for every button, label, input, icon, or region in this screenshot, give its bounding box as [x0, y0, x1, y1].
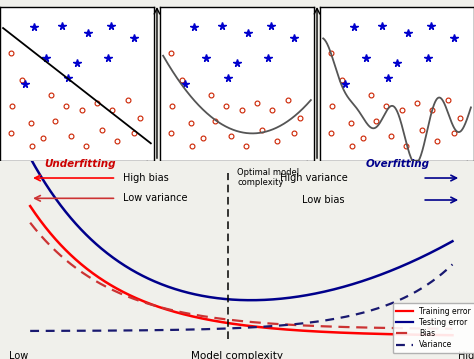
Text: Low bias: Low bias	[301, 195, 344, 205]
Text: High: High	[458, 350, 474, 359]
Text: High variance: High variance	[280, 173, 348, 183]
Text: Overfitting: Overfitting	[365, 159, 429, 169]
Text: Prediction Error: Prediction Error	[0, 210, 3, 291]
Text: Low: Low	[9, 350, 28, 359]
Text: Underfitting: Underfitting	[44, 159, 115, 169]
Text: Model complexity: Model complexity	[191, 350, 283, 359]
Legend: Training error, Testing error, Bias, Variance: Training error, Testing error, Bias, Var…	[392, 303, 474, 353]
Text: High bias: High bias	[123, 173, 169, 183]
Text: Low variance: Low variance	[123, 193, 187, 203]
Text: Optimal model
complexity: Optimal model complexity	[237, 168, 299, 187]
